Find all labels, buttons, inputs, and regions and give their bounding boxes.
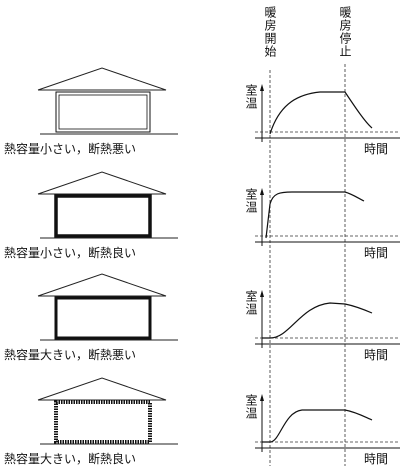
- stop-label: 暖房停止: [338, 6, 352, 58]
- temp-curve: [265, 191, 365, 239]
- temp-curve: [262, 302, 373, 339]
- roof: [37, 273, 167, 297]
- wall: [54, 194, 152, 238]
- caption: 熱容量大きい，断熱悪い: [4, 347, 136, 362]
- arrow: [260, 84, 264, 91]
- x-label: 時間: [364, 452, 388, 466]
- arrow: [260, 188, 264, 195]
- roof: [37, 67, 167, 91]
- arrow: [260, 394, 264, 401]
- y-label: 室温: [244, 187, 258, 214]
- y-label: 室温: [244, 289, 258, 316]
- arrow: [260, 290, 264, 297]
- y-label: 室温: [244, 83, 258, 110]
- wall: [54, 400, 152, 444]
- caption: 熱容量小さい，断熱良い: [4, 245, 136, 260]
- temp-curve: [269, 91, 373, 135]
- roof: [37, 171, 167, 195]
- caption: 熱容量大きい，断熱良い: [4, 451, 136, 466]
- x-label: 時間: [364, 348, 388, 362]
- start-label: 暖房開始: [263, 6, 277, 58]
- wall: [55, 91, 151, 133]
- caption: 熱容量小さい，断熱悪い: [4, 141, 136, 156]
- x-label: 時間: [364, 142, 388, 156]
- y-label: 室温: [244, 393, 258, 420]
- wall-inner: [58, 94, 148, 130]
- temp-curve: [262, 409, 373, 443]
- wall: [54, 296, 152, 340]
- x-label: 時間: [364, 246, 388, 260]
- roof: [37, 377, 167, 401]
